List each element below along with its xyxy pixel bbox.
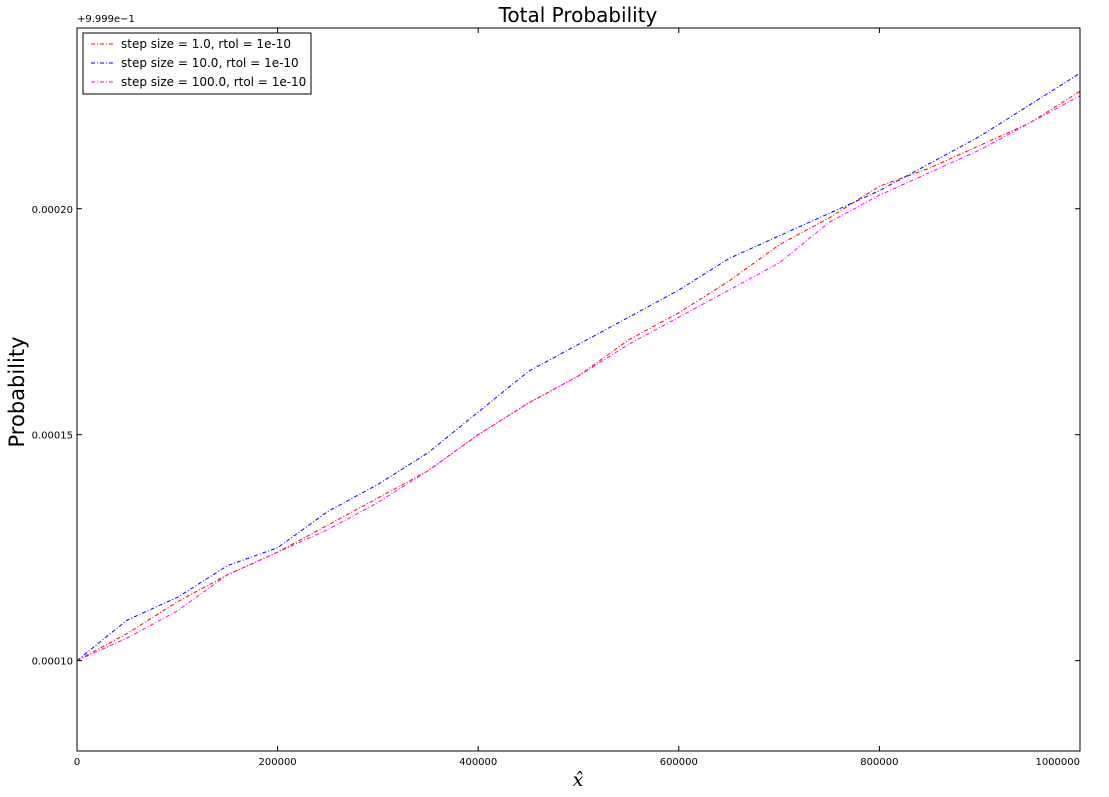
- series-line-1: [76, 72, 1081, 661]
- y-axis-offset-label: +9.999e−1: [77, 14, 135, 25]
- chart-title: Total Probability: [498, 3, 658, 27]
- legend-entry-step-100: step size = 100.0, rtol = 1e-10: [121, 75, 306, 89]
- legend-entry-step-10: step size = 10.0, rtol = 1e-10: [121, 56, 299, 70]
- series-layer: [76, 72, 1081, 662]
- x-tick-label: 800000: [860, 757, 898, 768]
- x-axis-label: x̂: [573, 769, 584, 791]
- x-tick-label: 200000: [259, 757, 297, 768]
- y-tick-label: 0.00015: [32, 431, 73, 442]
- ticks-layer: 0 200000 400000 600000 800000 1000000 0.00010 0…: [32, 28, 1081, 768]
- y-tick-label: 0.00020: [32, 205, 73, 216]
- legend: step size = 1.0, rtol = 1e-10 step size …: [82, 32, 312, 95]
- x-tick-label: 0: [74, 757, 80, 768]
- legend-box: [82, 32, 312, 95]
- y-tick-label: 0.00010: [32, 657, 73, 668]
- legend-entry-step-1: step size = 1.0, rtol = 1e-10: [121, 37, 291, 51]
- y-axis-label: Probability: [5, 336, 29, 447]
- plot-frame: [76, 27, 1081, 752]
- x-tick-label: 400000: [459, 757, 497, 768]
- series-line-2: [76, 95, 1081, 662]
- x-tick-label: 1000000: [1035, 757, 1080, 768]
- x-tick-label: 600000: [660, 757, 698, 768]
